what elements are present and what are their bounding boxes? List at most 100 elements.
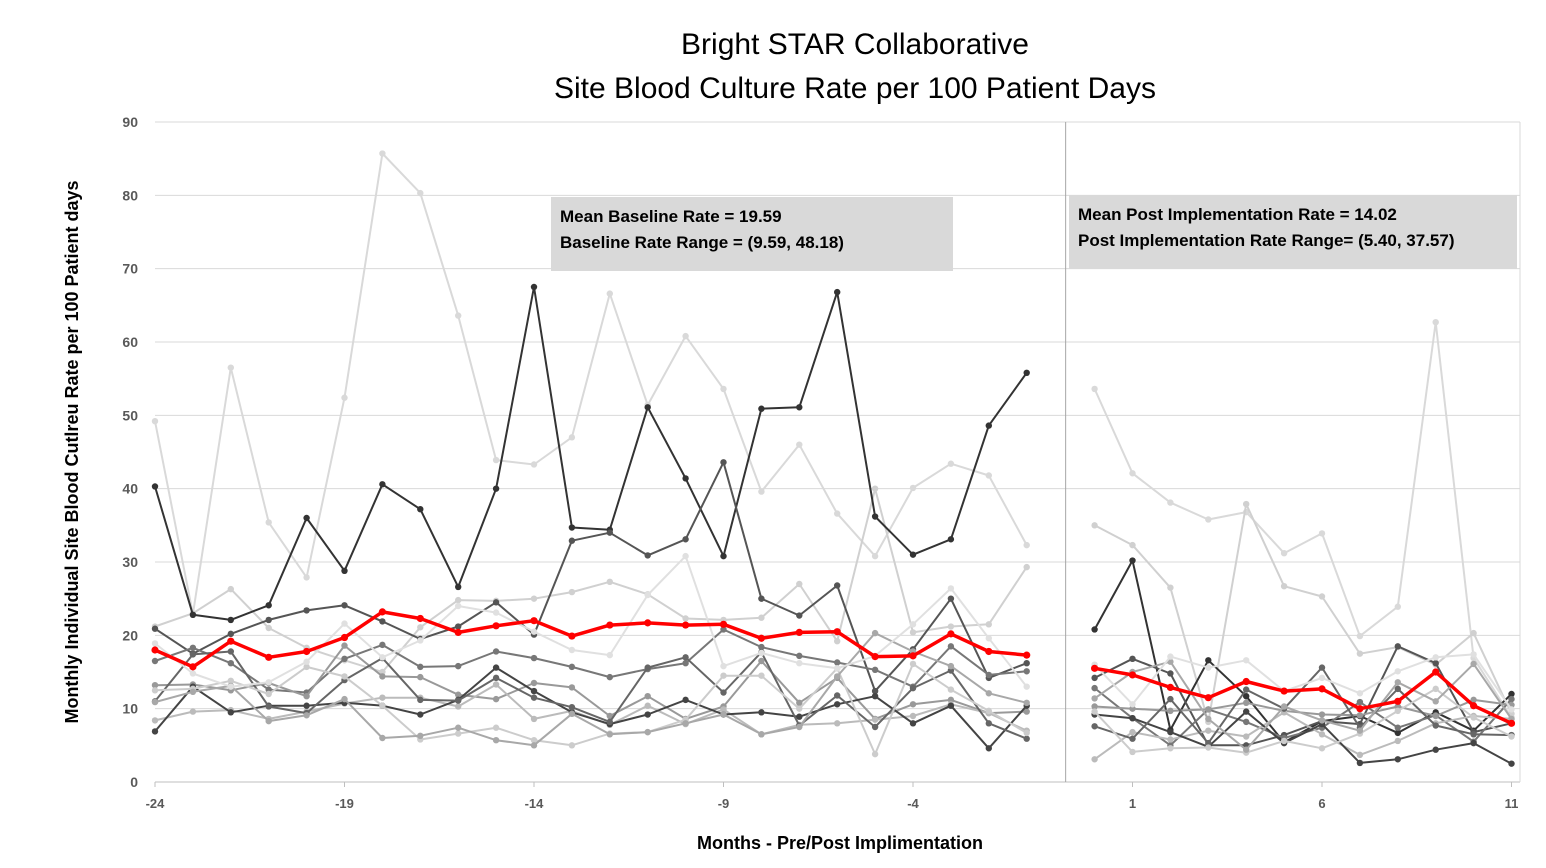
data-point — [871, 653, 879, 661]
series-line — [154, 286, 1028, 621]
data-point — [909, 660, 917, 668]
data-point — [1023, 668, 1030, 675]
site-series — [151, 150, 1515, 767]
data-point — [1508, 760, 1515, 767]
data-point — [1091, 703, 1098, 710]
data-point — [871, 693, 879, 700]
data-point — [530, 628, 538, 635]
data-point — [644, 404, 651, 411]
data-point — [492, 599, 500, 606]
data-point — [151, 657, 159, 665]
data-point — [1242, 677, 1250, 686]
data-point — [492, 737, 500, 744]
data-point — [1356, 698, 1364, 706]
data-point — [834, 701, 841, 708]
data-point — [1318, 717, 1326, 724]
data-point — [492, 674, 500, 682]
data-point — [379, 654, 386, 661]
data-point — [796, 723, 803, 731]
data-point — [720, 385, 727, 393]
data-point — [606, 718, 613, 726]
data-point — [1167, 670, 1174, 677]
annotation-text: Post Implementation Rate Range= (5.40, 3… — [1078, 231, 1454, 250]
data-point — [682, 332, 689, 340]
y-tick-label: 10 — [122, 701, 138, 717]
data-point — [1508, 695, 1515, 703]
data-point — [644, 702, 651, 709]
x-axis-label: Months - Pre/Post Implimentation — [697, 833, 983, 853]
data-point — [265, 679, 272, 686]
data-point — [227, 683, 234, 690]
data-point — [1470, 731, 1477, 738]
data-point — [227, 709, 234, 716]
data-point — [227, 677, 234, 684]
data-point — [303, 702, 310, 709]
data-point — [455, 697, 462, 704]
data-point — [758, 709, 765, 716]
data-point — [871, 513, 879, 520]
data-point — [1318, 593, 1326, 600]
data-point — [758, 405, 765, 412]
data-point — [644, 711, 651, 718]
data-point — [454, 628, 462, 637]
data-point — [227, 648, 234, 655]
data-point — [985, 671, 992, 679]
data-point — [1470, 696, 1477, 704]
data-point — [606, 673, 613, 681]
data-point — [758, 488, 765, 495]
data-point — [720, 662, 727, 670]
data-point — [834, 510, 841, 517]
data-point — [947, 595, 955, 602]
data-point — [1023, 651, 1031, 659]
data-point — [1091, 664, 1099, 672]
x-tick-label: -9 — [718, 796, 730, 811]
data-point — [1243, 708, 1250, 715]
data-point — [909, 701, 917, 708]
data-point — [455, 623, 462, 630]
data-point — [1205, 727, 1212, 734]
data-point — [1091, 385, 1098, 393]
data-point — [1091, 684, 1098, 692]
y-tick-label: 60 — [122, 334, 138, 350]
data-point — [455, 703, 462, 710]
data-point — [1091, 522, 1098, 529]
data-point — [379, 702, 386, 709]
data-point — [947, 460, 955, 467]
data-point — [644, 552, 651, 559]
data-point — [530, 694, 538, 701]
data-point — [151, 717, 159, 724]
data-point — [568, 742, 576, 749]
data-point — [985, 690, 992, 697]
data-point — [834, 665, 841, 672]
data-point — [1432, 654, 1439, 661]
series-line — [1094, 645, 1512, 747]
series-line — [154, 628, 1027, 694]
data-point — [796, 713, 803, 720]
data-point — [492, 456, 500, 464]
data-point — [1091, 695, 1098, 702]
data-point — [1432, 319, 1439, 326]
data-point — [189, 708, 197, 715]
data-point — [985, 621, 992, 628]
data-point — [1318, 731, 1326, 738]
data-point — [1023, 563, 1030, 571]
data-point — [417, 696, 424, 704]
data-point — [1356, 712, 1364, 719]
chart-subtitle: Site Blood Culture Rate per 100 Patient … — [554, 72, 1156, 105]
data-point — [644, 591, 651, 599]
data-point — [341, 655, 348, 662]
series-line — [154, 555, 1028, 688]
data-point — [796, 705, 803, 712]
data-point — [1091, 723, 1098, 730]
data-point — [1205, 744, 1212, 751]
data-point — [1129, 541, 1136, 549]
data-point — [303, 712, 310, 719]
data-point — [947, 630, 955, 638]
data-point — [1356, 751, 1364, 759]
x-tick-label: -4 — [907, 796, 919, 811]
series-line — [1093, 321, 1513, 719]
data-point — [871, 716, 879, 723]
y-tick-label: 50 — [122, 407, 138, 423]
data-point — [682, 552, 689, 560]
